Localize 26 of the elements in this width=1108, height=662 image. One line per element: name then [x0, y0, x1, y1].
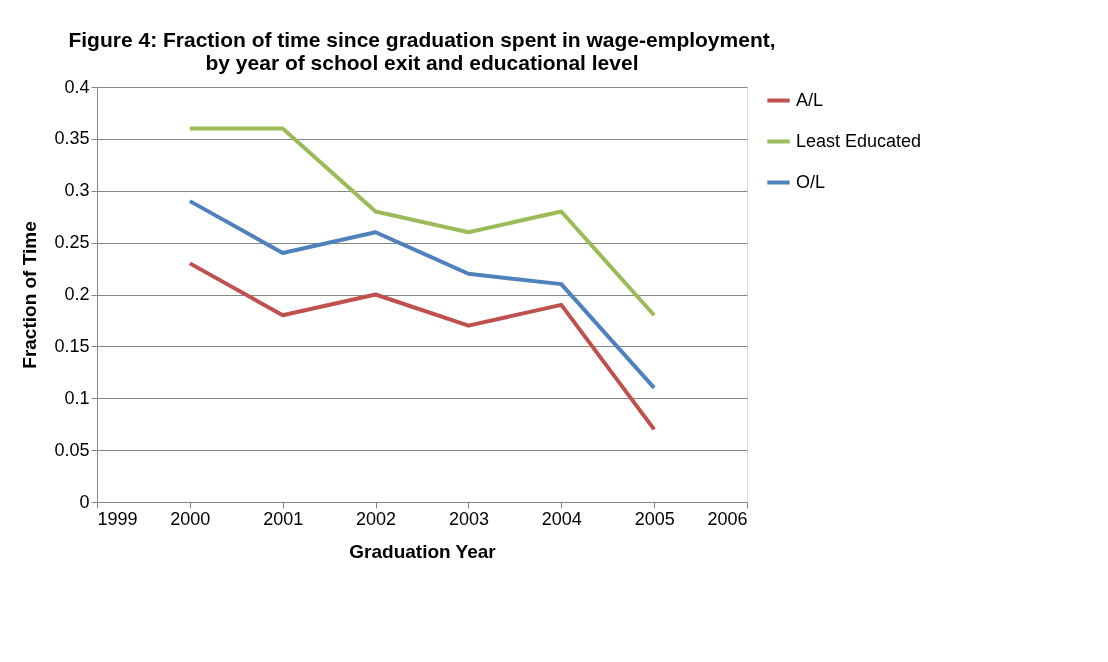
y-tick-label: 0.1	[64, 387, 90, 408]
y-tick-label: 0.35	[54, 128, 90, 149]
x-tick-label: 2004	[541, 508, 582, 529]
y-tick-label: 0.25	[54, 232, 90, 253]
legend-label: O/L	[796, 171, 826, 192]
x-axis-title: Graduation Year	[349, 540, 497, 562]
line-series	[187, 199, 657, 390]
y-axis-title: Fraction of Time	[19, 221, 41, 369]
chart-title: Figure 4: Fraction of time since graduation spent in wage-employment, by year of school exit and educational level	[68, 28, 776, 74]
y-tick-label: 0.2	[64, 284, 90, 304]
legend-label: A/L	[796, 89, 824, 110]
y-tick-label: 0.3	[64, 180, 90, 201]
x-tick-label: 2001	[263, 508, 304, 529]
y-tick-label: 0.05	[54, 439, 90, 460]
y-tick-label: 0.4	[64, 76, 90, 97]
x-tick-label: 2006	[707, 508, 748, 529]
y-tick-label: 0	[79, 491, 90, 512]
x-tick-label: 2003	[448, 508, 489, 529]
x-tick-label: 2002	[356, 508, 397, 529]
x-tick-label: 2005	[634, 508, 675, 529]
x-tick-label: 2000	[170, 508, 211, 529]
x-tick-label: 1999	[97, 508, 138, 529]
y-tick-label: 0.15	[54, 335, 90, 356]
legend-label: Least Educated	[796, 130, 922, 151]
line-series	[187, 126, 657, 318]
line-series	[187, 261, 657, 432]
